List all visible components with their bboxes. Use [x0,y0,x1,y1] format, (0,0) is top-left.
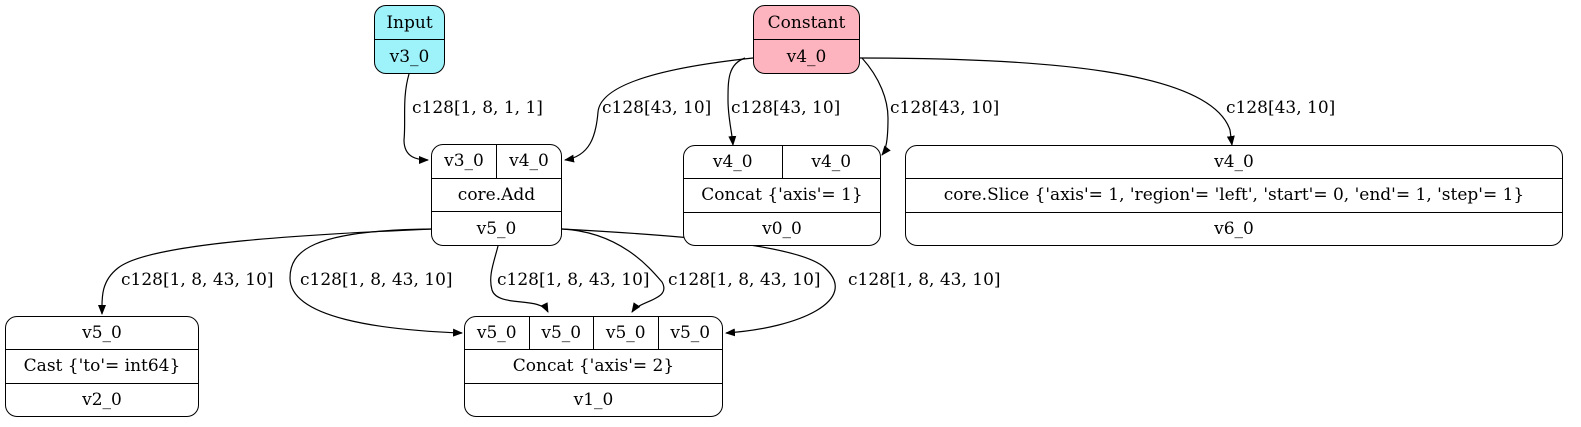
node-input[interactable]: Input v3_0 [374,5,445,74]
node-concat-axis2-input-port: v5_0 [476,323,517,344]
edge-input-to-add [403,73,429,164]
edge-label-constant-to-add: c128[43, 10] [602,98,712,118]
edge-add-to-concat2-c [561,228,665,313]
node-add-inputs: v3_0 v4_0 [432,145,561,178]
node-add-input-port: v4_0 [496,145,561,178]
node-concat-axis1[interactable]: v4_0 v4_0 Concat {'axis'= 1} v0_0 [683,145,881,246]
node-input-output: v3_0 [375,39,444,73]
node-concat-axis2-op: Concat {'axis'= 2} [465,349,722,382]
node-add-input-port: v3_0 [444,151,484,172]
node-constant-output: v4_0 [754,39,859,73]
node-concat-axis2-input-port: v5_0 [593,317,658,350]
edge-constant-to-concat1-a [727,57,746,146]
node-concat-axis2-inputs: v5_0 v5_0 v5_0 v5_0 [465,317,723,350]
node-slice-op: core.Slice {'axis'= 1, 'region'= 'left',… [906,178,1562,211]
node-cast-input-port: v5_0 [82,323,122,344]
edge-constant-to-slice [859,57,1235,146]
node-add[interactable]: v3_0 v4_0 core.Add v5_0 [431,144,562,246]
node-concat-axis2-input-port: v5_0 [657,317,723,350]
edge-label-constant-to-concat1-a: c128[43, 10] [731,98,841,118]
node-slice-input-port: v4_0 [1214,152,1254,173]
edge-label-add-to-concat2-b: c128[1, 8, 43, 10] [497,270,650,290]
node-concat-axis1-op: Concat {'axis'= 1} [684,178,880,211]
node-cast[interactable]: v5_0 Cast {'to'= int64} v2_0 [5,316,199,417]
edge-add-to-concat2-a [289,228,463,337]
node-add-op: core.Add [432,177,561,212]
edge-label-add-to-concat2-c: c128[1, 8, 43, 10] [668,270,821,290]
edge-add-to-cast [97,228,433,315]
node-concat-axis2[interactable]: v5_0 v5_0 v5_0 v5_0 Concat {'axis'= 2} v… [464,316,723,417]
node-concat-axis1-input-port: v4_0 [781,146,881,179]
edge-constant-to-concat1-b [861,57,891,156]
node-cast-output: v2_0 [6,382,198,416]
node-constant[interactable]: Constant v4_0 [753,5,860,74]
edge-label-add-to-cast: c128[1, 8, 43, 10] [121,270,274,290]
edge-constant-to-add [564,57,754,163]
node-constant-title: Constant [767,12,846,33]
node-slice[interactable]: v4_0 core.Slice {'axis'= 1, 'region'= 'l… [905,145,1563,246]
node-slice-inputs: v4_0 [906,146,1562,178]
node-add-output: v5_0 [432,211,561,245]
edge-label-constant-to-slice: c128[43, 10] [1226,98,1336,118]
node-concat-axis1-inputs: v4_0 v4_0 [684,146,881,179]
node-input-title: Input [386,12,433,33]
edge-label-constant-to-concat1-b: c128[43, 10] [890,98,1000,118]
edge-label-add-to-concat2-a: c128[1, 8, 43, 10] [300,270,453,290]
edge-label-input-to-add: c128[1, 8, 1, 1] [412,98,543,118]
node-concat-axis1-output: v0_0 [684,211,880,245]
node-concat-axis2-output: v1_0 [465,382,722,416]
edge-add-to-concat2-d [561,228,836,337]
node-cast-inputs: v5_0 [6,317,198,349]
node-concat-axis1-input-port: v4_0 [712,152,753,173]
node-concat-axis2-input-port: v5_0 [528,317,594,350]
edge-add-to-concat2-b [490,245,549,313]
node-slice-output: v6_0 [906,211,1562,245]
node-cast-op: Cast {'to'= int64} [6,349,198,382]
edge-label-add-to-concat2-d: c128[1, 8, 43, 10] [848,270,1001,290]
